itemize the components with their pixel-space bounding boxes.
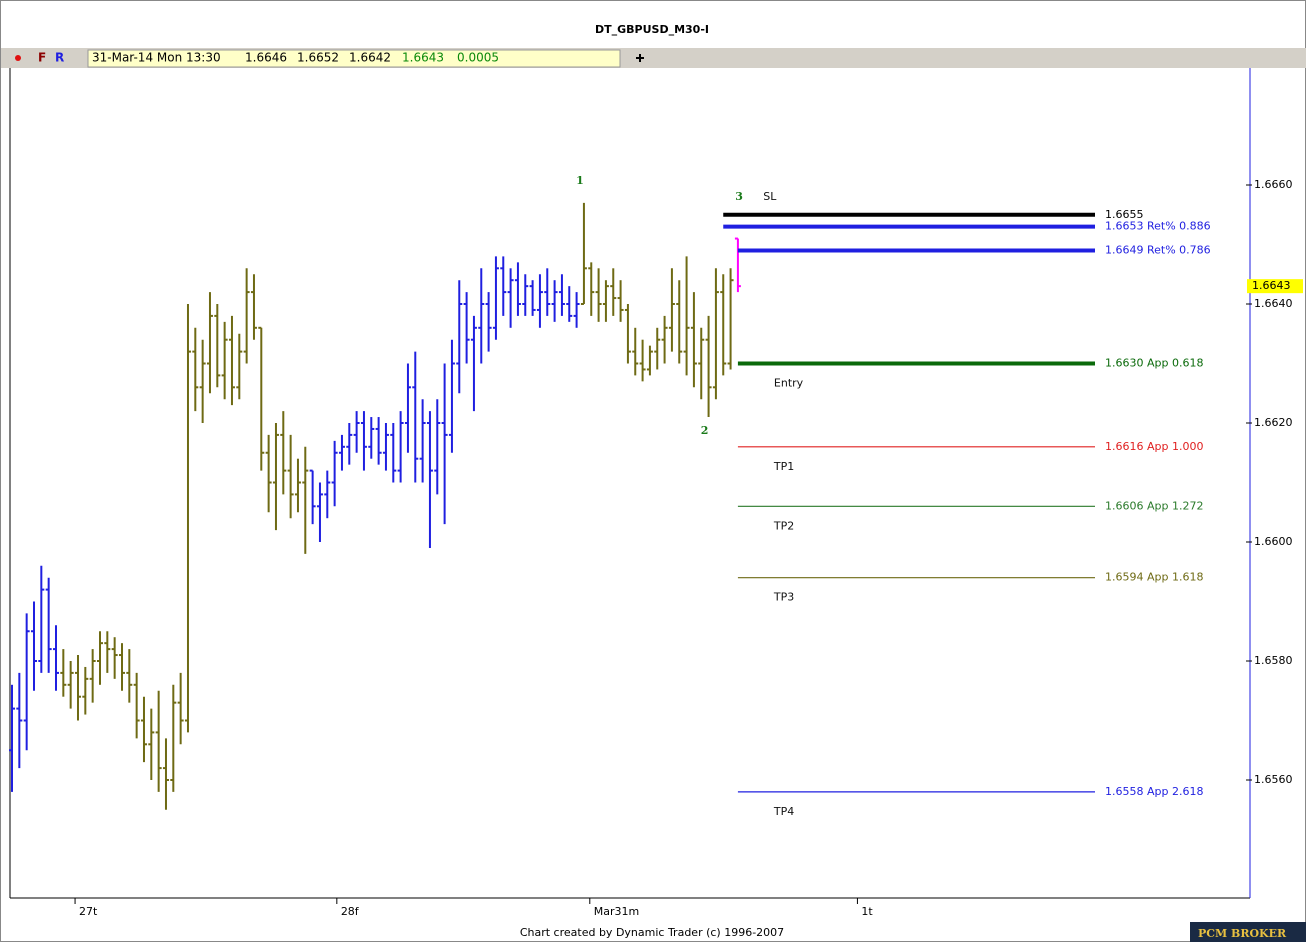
crosshair-icon[interactable]: [636, 54, 644, 62]
level-label: 1.6594 App 1.618: [1105, 571, 1203, 584]
level-name: TP1: [773, 460, 794, 473]
level-name: TP4: [773, 805, 794, 818]
level-label: 1.6606 App 1.272: [1105, 499, 1203, 512]
level-label: 1.6655: [1105, 208, 1144, 221]
y-tick-label: 1.6580: [1254, 654, 1293, 667]
wave-label: 2: [701, 424, 709, 437]
status-dot: [15, 55, 21, 61]
y-tick-label: 1.6560: [1254, 773, 1293, 786]
last-price-label: 1.6643: [1252, 279, 1291, 292]
level-label: 1.6649 Ret% 0.786: [1105, 243, 1211, 256]
level-name: TP3: [773, 591, 794, 604]
footer: Chart created by Dynamic Trader (c) 1996…: [520, 926, 784, 939]
flag[interactable]: R: [55, 51, 64, 65]
level-name: TP2: [773, 519, 794, 532]
info-change: 0.0005: [457, 51, 499, 65]
chart-title: DT_GBPUSD_M30-I: [595, 23, 709, 36]
level-label: 1.6558 App 2.618: [1105, 785, 1203, 798]
x-tick-label: Mar31m: [594, 905, 639, 918]
info-date: 31-Mar-14 Mon 13:30: [92, 51, 221, 65]
y-tick-label: 1.6640: [1254, 297, 1293, 310]
y-tick-label: 1.6620: [1254, 416, 1293, 429]
level-label: 1.6630 App 0.618: [1105, 357, 1203, 370]
x-tick-label: 1t: [861, 905, 873, 918]
logo-box: [1190, 922, 1306, 942]
level-label: 1.6616 App 1.000: [1105, 440, 1203, 453]
wave-label: 1: [576, 174, 584, 187]
info-open: 1.6646: [245, 51, 287, 65]
flag[interactable]: F: [38, 51, 46, 65]
level-label: 1.6653 Ret% 0.886: [1105, 220, 1211, 233]
x-tick-label: 28f: [341, 905, 360, 918]
info-high: 1.6652: [297, 51, 339, 65]
info-box: [87, 49, 621, 68]
info-close: 1.6643: [402, 51, 444, 65]
info-low: 1.6642: [349, 51, 391, 65]
y-tick-label: 1.6660: [1254, 178, 1293, 191]
logo: PCM BROKER: [1198, 927, 1287, 940]
level-name: Entry: [774, 377, 804, 390]
level-name: SL: [763, 190, 777, 203]
x-tick-label: 27t: [79, 905, 98, 918]
last-price-box: [1247, 279, 1303, 294]
y-tick-label: 1.6600: [1254, 535, 1293, 548]
wave-label: 3: [735, 190, 743, 203]
